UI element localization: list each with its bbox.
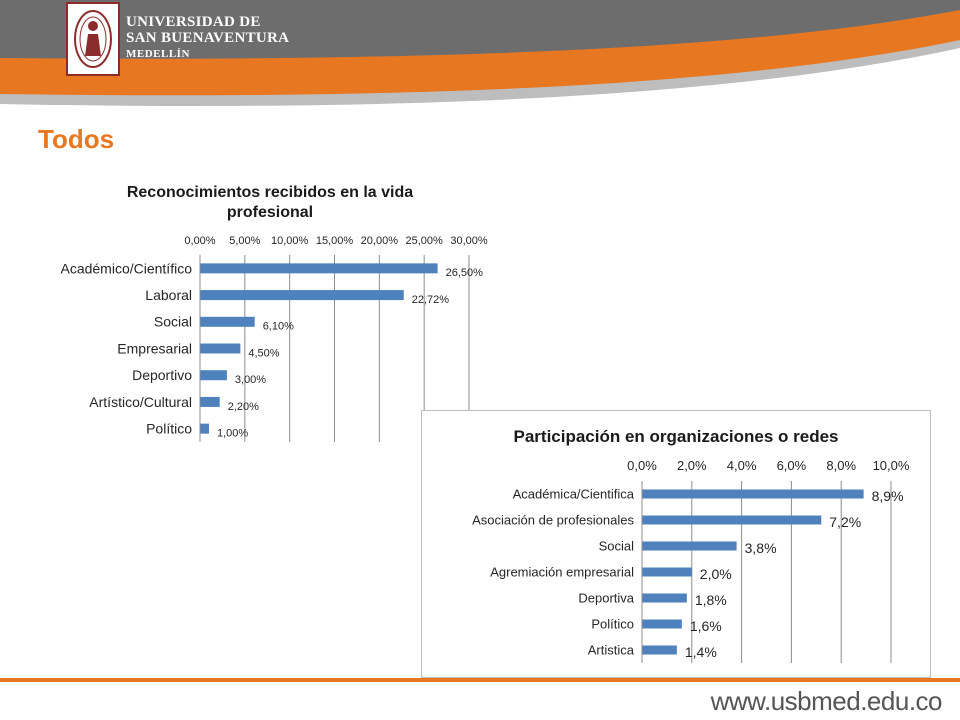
category-label: Académico/Científico — [60, 260, 192, 276]
category-label: Asociación de profesionales — [472, 513, 634, 528]
bar — [200, 370, 227, 381]
tick-label: 30,00% — [450, 235, 488, 247]
bar — [642, 489, 864, 499]
bar — [200, 343, 241, 354]
bar — [200, 423, 209, 434]
bar — [642, 593, 687, 603]
footer-url[interactable]: www.usbmed.edu.co — [710, 686, 943, 716]
tick-label: 20,00% — [361, 235, 399, 247]
chart-reconocimientos-svg: Reconocimientos recibidos en la vida prof… — [60, 184, 488, 442]
data-label: 1,6% — [690, 618, 722, 634]
data-label: 1,8% — [695, 592, 727, 608]
data-label: 1,00% — [217, 427, 248, 439]
category-label: Social — [599, 539, 635, 554]
category-label: Político — [146, 421, 192, 437]
category-label: Artistica — [588, 643, 635, 658]
university-seal-icon — [74, 10, 112, 68]
category-label: Laboral — [145, 287, 192, 303]
chart-participacion-svg: Participación en organizaciones o redes 0… — [472, 427, 910, 663]
bar — [200, 316, 255, 327]
category-label: Deportivo — [132, 367, 192, 383]
chart-title: profesional — [227, 204, 313, 221]
tick-label: 6,0% — [777, 458, 807, 473]
header-swoosh — [0, 0, 960, 106]
data-label: 2,20% — [228, 401, 259, 413]
chart-title: Participación en organizaciones o redes — [514, 427, 839, 446]
data-label: 8,9% — [872, 488, 904, 504]
tick-label: 15,00% — [316, 235, 354, 247]
chart-participacion: Participación en organizaciones o redes 0… — [421, 410, 931, 678]
data-label: 6,10% — [263, 321, 294, 333]
tick-label: 10,0% — [873, 458, 910, 473]
category-label: Político — [591, 617, 634, 632]
data-label: 2,0% — [700, 566, 732, 582]
data-label: 22,72% — [412, 294, 450, 306]
tick-label: 10,00% — [271, 235, 309, 247]
footer-divider — [0, 678, 960, 682]
category-label: Deportiva — [578, 591, 634, 606]
bar — [642, 567, 692, 577]
tick-label: 8,0% — [826, 458, 856, 473]
bar — [642, 619, 682, 629]
tick-label: 2,0% — [677, 458, 707, 473]
category-label: Empresarial — [117, 340, 192, 356]
data-label: 3,00% — [235, 374, 266, 386]
university-name-line2: SAN BUENAVENTURA — [126, 30, 290, 46]
category-label: Artístico/Cultural — [89, 394, 192, 410]
bar — [200, 263, 438, 274]
data-label: 7,2% — [829, 514, 861, 530]
tick-label: 0,00% — [184, 235, 215, 247]
university-name: UNIVERSIDAD DE SAN BUENAVENTURA MEDELLÍN — [126, 14, 289, 62]
data-label: 3,8% — [745, 540, 777, 556]
university-name-line3: MEDELLÍN — [126, 48, 190, 60]
data-label: 26,50% — [446, 267, 484, 279]
tick-label: 0,0% — [627, 458, 657, 473]
university-name-line1: UNIVERSIDAD DE — [126, 14, 261, 30]
bar — [200, 396, 220, 407]
data-label: 1,4% — [685, 644, 717, 660]
category-label: Agremiación empresarial — [490, 565, 634, 580]
chart-reconocimientos: Reconocimientos recibidos en la vida prof… — [20, 176, 510, 446]
header-banner: UNIVERSIDAD DE SAN BUENAVENTURA MEDELLÍN — [0, 0, 960, 120]
category-label: Social — [154, 314, 192, 330]
bar — [642, 645, 677, 655]
bar — [200, 290, 404, 301]
tick-label: 4,0% — [727, 458, 757, 473]
chart-title: Reconocimientos recibidos en la vida — [127, 184, 413, 201]
university-logo — [66, 2, 120, 76]
data-label: 4,50% — [248, 347, 279, 359]
bar — [642, 541, 737, 551]
tick-label: 5,00% — [229, 235, 260, 247]
category-label: Académica/Cientifica — [513, 487, 635, 502]
page-title: Todos — [38, 124, 115, 154]
bar — [642, 515, 822, 525]
tick-label: 25,00% — [406, 235, 444, 247]
